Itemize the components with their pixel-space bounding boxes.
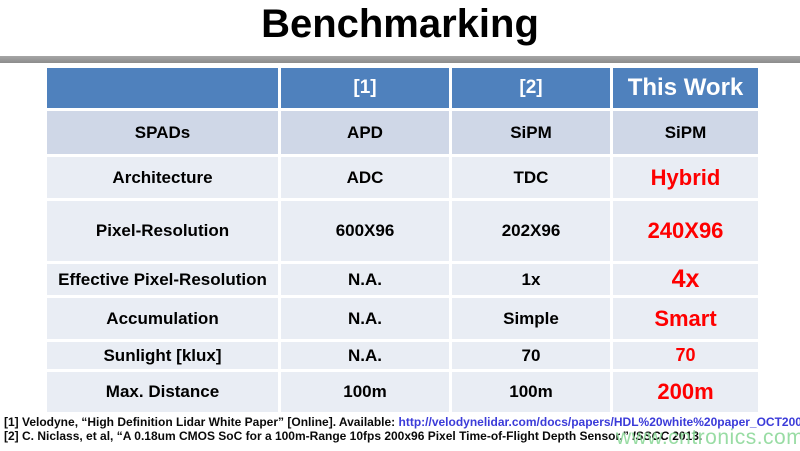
reference-1-link[interactable]: http://velodynelidar.com/docs/papers/HDL… <box>398 415 800 429</box>
cell-value: SiPM <box>452 111 610 154</box>
table-row-effective-pixel-resolution: Effective Pixel-Resolution N.A. 1x 4x <box>47 264 758 295</box>
col-header-this-work: This Work <box>613 68 758 108</box>
cell-value: APD <box>281 111 449 154</box>
table-row-architecture: Architecture ADC TDC Hybrid <box>47 157 758 198</box>
cell-value: N.A. <box>281 342 449 369</box>
cell-value: TDC <box>452 157 610 198</box>
cell-value-highlight: Smart <box>613 298 758 339</box>
cell-value: N.A. <box>281 298 449 339</box>
cell-value: 100m <box>452 372 610 412</box>
watermark-text: www.cntronics.com <box>616 426 800 449</box>
reference-list: [1] Velodyne, “High Definition Lidar Whi… <box>4 415 800 444</box>
page-title: Benchmarking <box>261 2 539 46</box>
row-label: Effective Pixel-Resolution <box>47 264 278 295</box>
cell-value-highlight: 240X96 <box>613 201 758 261</box>
row-label: SPADs <box>47 111 278 154</box>
cell-value: ADC <box>281 157 449 198</box>
reference-1-text: [1] Velodyne, “High Definition Lidar Whi… <box>4 415 399 429</box>
cell-value: 70 <box>452 342 610 369</box>
reference-2-year: 2013. <box>668 428 703 443</box>
cell-value: 100m <box>281 372 449 412</box>
cell-value-highlight: 70 <box>613 342 758 369</box>
col-header-blank <box>47 68 278 108</box>
table-row-max-distance: Max. Distance 100m 100m 200m <box>47 372 758 412</box>
cell-value: 1x <box>452 264 610 295</box>
cell-value-highlight: 4x <box>613 264 758 295</box>
reference-2: [2] C. Niclass, et al, “A 0.18um CMOS So… <box>4 428 800 444</box>
cell-value: 202X96 <box>452 201 610 261</box>
row-label: Max. Distance <box>47 372 278 412</box>
cell-value-highlight: Hybrid <box>613 157 758 198</box>
row-label: Sunlight [klux] <box>47 342 278 369</box>
col-header-ref2: [2] <box>452 68 610 108</box>
reference-2-venue: ISSCC <box>632 428 669 443</box>
row-label: Architecture <box>47 157 278 198</box>
cell-value: Simple <box>452 298 610 339</box>
cell-value: N.A. <box>281 264 449 295</box>
cell-value: 600X96 <box>281 201 449 261</box>
table-row-accumulation: Accumulation N.A. Simple Smart <box>47 298 758 339</box>
cell-value: SiPM <box>613 111 758 154</box>
benchmark-table: [1] [2] This Work SPADs APD SiPM SiPM Ar… <box>44 65 761 415</box>
col-header-ref1: [1] <box>281 68 449 108</box>
cell-value-highlight: 200m <box>613 372 758 412</box>
table-row-pixel-resolution: Pixel-Resolution 600X96 202X96 240X96 <box>47 201 758 261</box>
reference-2-text: [2] C. Niclass, et al, “A 0.18um CMOS So… <box>4 428 633 443</box>
table-row-spads: SPADs APD SiPM SiPM <box>47 111 758 154</box>
row-label: Pixel-Resolution <box>47 201 278 261</box>
table-row-sunlight: Sunlight [klux] N.A. 70 70 <box>47 342 758 369</box>
row-label: Accumulation <box>47 298 278 339</box>
title-divider <box>0 56 800 63</box>
reference-1: [1] Velodyne, “High Definition Lidar Whi… <box>4 415 800 430</box>
table-header-row: [1] [2] This Work <box>47 68 758 108</box>
